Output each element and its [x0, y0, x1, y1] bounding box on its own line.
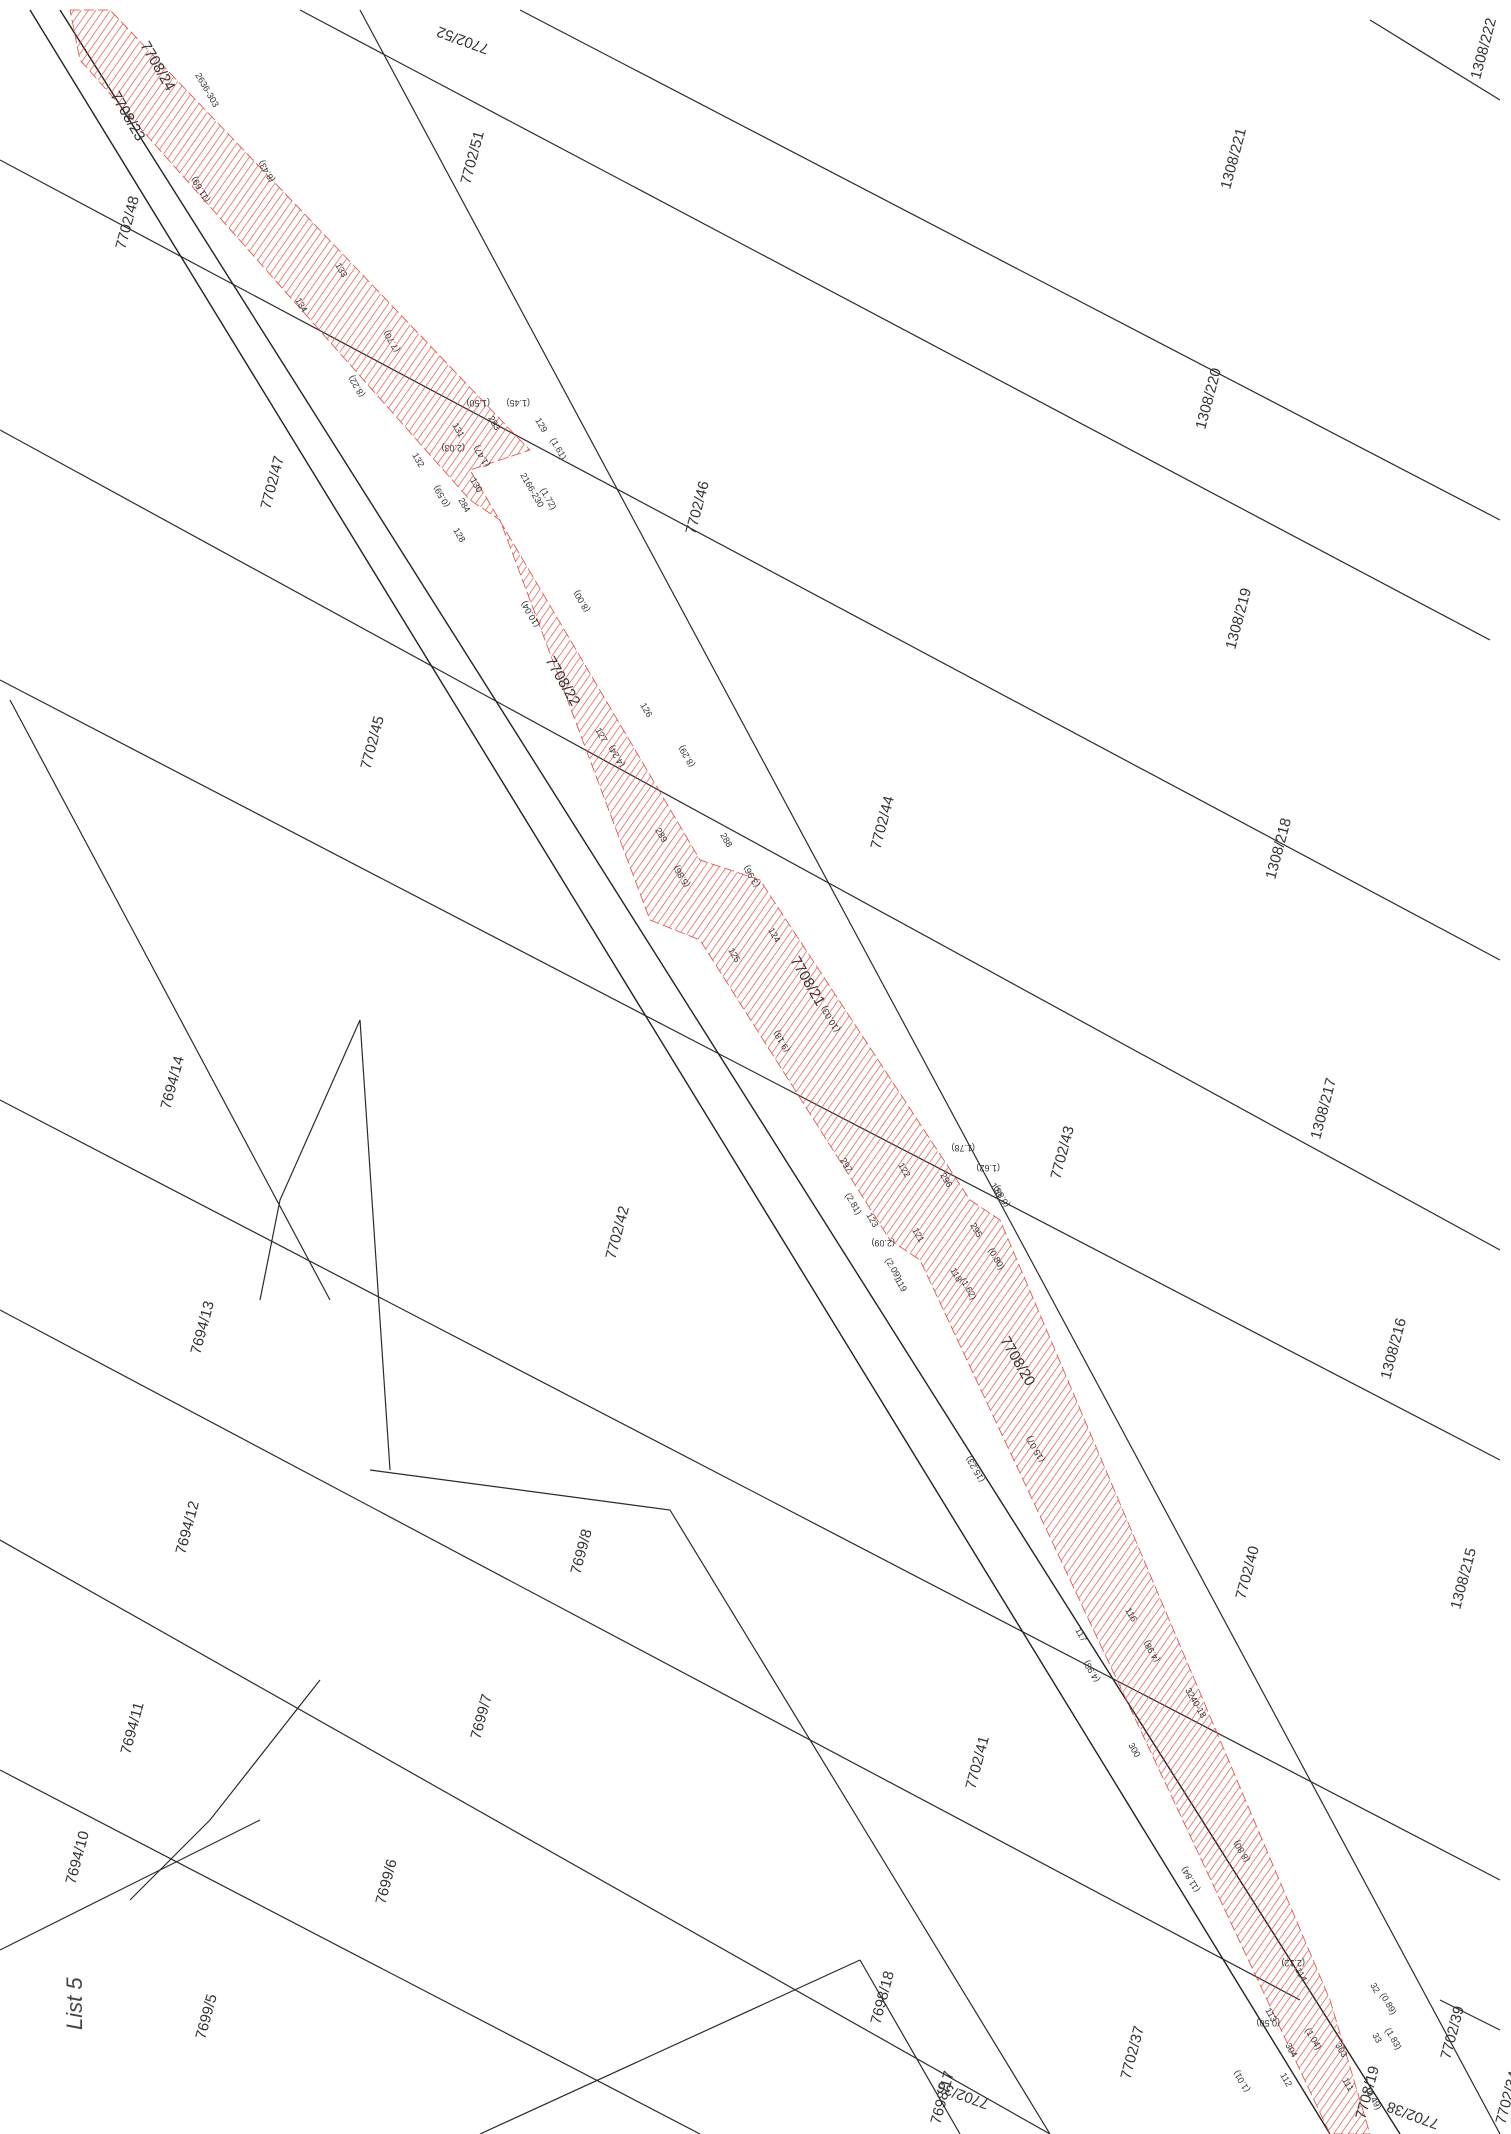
parcel-boundaries [0, 9, 1501, 2134]
parcel-label: 7702/41 [962, 1734, 992, 1791]
parcel-label: 7694/12 [172, 1499, 202, 1556]
parcel-label: 7694/14 [157, 1054, 187, 1111]
point-label: 128 [451, 526, 467, 544]
measurement-label: (1.45) [506, 398, 530, 408]
parcel-label: 7694/11 [117, 1700, 147, 1756]
parcel-label: 7702/39 [1437, 2004, 1467, 2061]
parcel-label: 7702/40 [1232, 1544, 1262, 1601]
measurement-label: (11.84) [1179, 1865, 1202, 1894]
parcel-label: 7702/37 [1117, 2024, 1147, 2081]
point-label: 33 [1370, 2031, 1384, 2045]
parcel-label: 7699/6 [372, 1857, 400, 1906]
point-label: 32 [1368, 1981, 1382, 1995]
point-label: 112 [1278, 2071, 1294, 2088]
parcel-label: 7702/42 [602, 1204, 632, 1261]
measurement-label: (0.50) [1256, 2018, 1280, 2028]
point-label: 300 [1126, 1741, 1142, 1759]
measurement-label: (2.81) [843, 1191, 863, 1216]
measurement-label: (8.00) [571, 589, 591, 614]
parcel-label: 1308/215 [1447, 1546, 1480, 1611]
parcel-label: 7702/47 [257, 454, 287, 511]
parcel-label: 7694/13 [187, 1299, 217, 1356]
parcel-label: 7699/5 [192, 1992, 220, 2041]
parcel-label: 1308/219 [1222, 586, 1255, 651]
parcel-label: 7702/38 [1385, 2098, 1442, 2133]
parcel-label: 1308/217 [1307, 1076, 1340, 1141]
measurement-label: (0.89) [1378, 1991, 1398, 2016]
parcel-label: 7699/8 [567, 1527, 595, 1576]
measurement-label: (1.83) [1383, 2026, 1403, 2051]
point-label: 132 [410, 451, 426, 469]
measurement-label: (1.62) [976, 1163, 1000, 1173]
parcel-label: 7702/46 [682, 479, 712, 536]
measurement-label: (2.03) [441, 443, 465, 453]
measurement-label: (1.01) [1231, 2069, 1251, 2094]
easement-corridor [29, 9, 1401, 2134]
point-label: 117 [1073, 1626, 1089, 1643]
point-label: 126 [638, 701, 654, 719]
parcel-label: 7702/44 [867, 794, 897, 851]
sheet-label: List 5 [62, 1977, 87, 2030]
measurement-label: (8.29) [676, 744, 696, 769]
parcel-label: 1308/220 [1192, 366, 1225, 431]
point-label: 129 [533, 416, 549, 434]
hatched-easement-strip [69, 9, 1371, 2134]
parcel-label: 1308/216 [1377, 1316, 1410, 1381]
parcel-label: 1308/222 [1467, 16, 1500, 81]
parcel-label: 7702/45 [357, 714, 387, 771]
measurement-label: (2.09) [883, 1256, 903, 1281]
parcel-label: 7702/51 [457, 129, 487, 186]
parcel-label: 7694/10 [62, 1829, 92, 1886]
parcel-label: 7702/52 [435, 23, 492, 58]
parcel-label: 7702/43 [1047, 1124, 1077, 1181]
measurement-label: (2.09) [871, 1238, 895, 1248]
parcel-label: 1308/221 [1217, 126, 1250, 191]
parcel-label: 7699/7 [467, 1692, 495, 1741]
measurement-label: (1.61) [548, 436, 568, 461]
parcel-label: 7702/34 [1492, 2069, 1511, 2126]
measurement-label: (2.12) [1281, 1958, 1305, 1968]
measurement-label: (1.50) [466, 398, 490, 408]
point-label: 288 [718, 831, 734, 849]
measurement-label: (15.23) [964, 1454, 987, 1484]
measurement-label: (0.59) [431, 484, 451, 509]
measurement-label: (1.78) [951, 1143, 975, 1153]
